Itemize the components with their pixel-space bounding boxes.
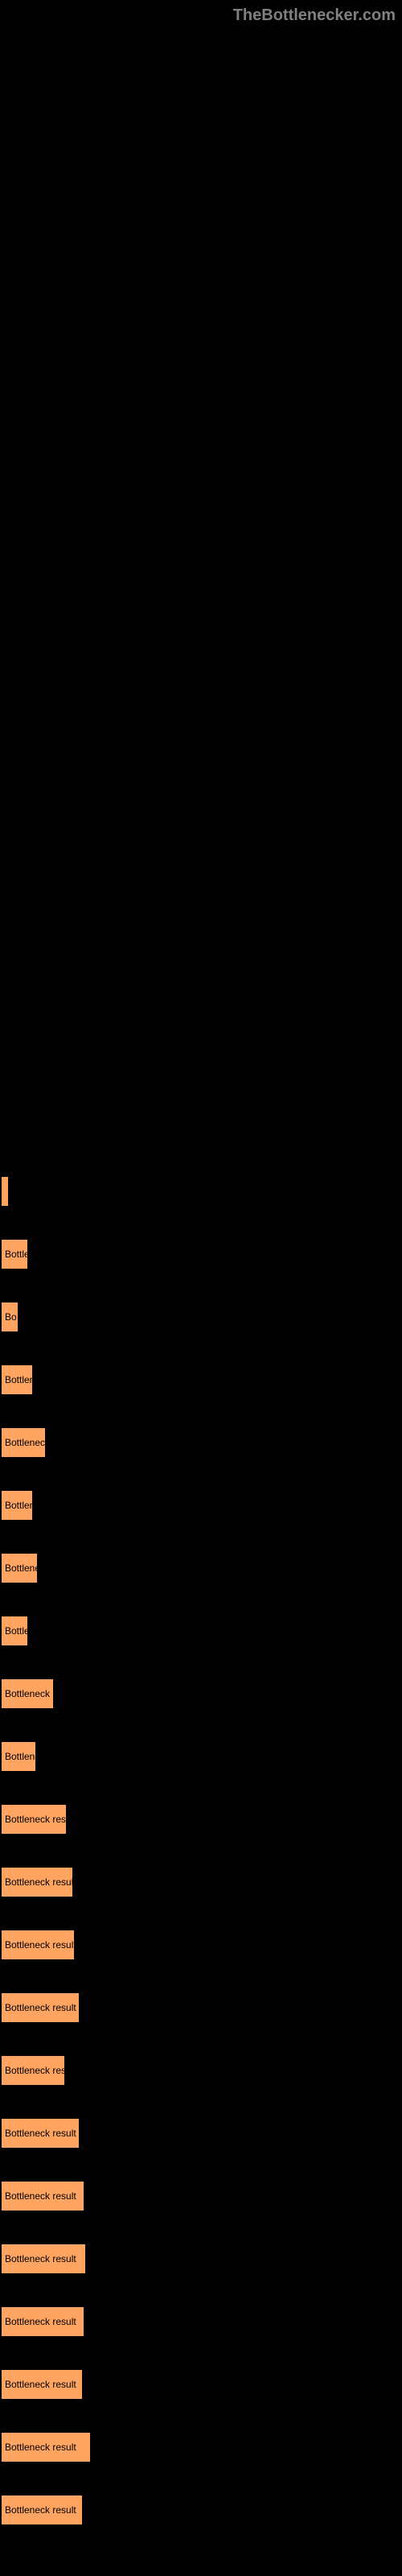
chart-bar: Bottleneck resu bbox=[0, 1803, 68, 1835]
chart-bar: Bottle bbox=[0, 1615, 29, 1647]
bar-row: Bottlene bbox=[0, 1364, 402, 1396]
bar-row: Bo bbox=[0, 1301, 402, 1333]
chart-bar: Bottleneck result bbox=[0, 1866, 74, 1898]
bar-row: Bottle bbox=[0, 1615, 402, 1647]
bar-row: Bottle bbox=[0, 1238, 402, 1270]
chart-bar: Bottle bbox=[0, 1238, 29, 1270]
bar-row: Bottleneck result bbox=[0, 2368, 402, 2401]
bar-row: Bottleneck result bbox=[0, 2243, 402, 2275]
chart-bar: Bottleneck result bbox=[0, 1992, 80, 2024]
chart-bar: Bottleneck result bbox=[0, 2306, 85, 2338]
chart-bar: Bottleneck bbox=[0, 1426, 47, 1459]
chart-bar bbox=[0, 1175, 10, 1208]
bar-row: Bottleneck r bbox=[0, 1678, 402, 1710]
chart-bar: Bottleneck result bbox=[0, 2243, 87, 2275]
bar-row: Bottleneck result bbox=[0, 1866, 402, 1898]
bar-row bbox=[0, 1175, 402, 1208]
chart-bar: Bottleneck r bbox=[0, 1678, 55, 1710]
chart-bar: Bottlene bbox=[0, 1364, 34, 1396]
bar-row: Bottleneck result bbox=[0, 2431, 402, 2463]
bar-row: Bottleneck result bbox=[0, 2494, 402, 2526]
bar-row: Bottleneck result bbox=[0, 2306, 402, 2338]
bar-row: Bottlenec bbox=[0, 1552, 402, 1584]
chart-bar: Bottlene bbox=[0, 1740, 37, 1773]
chart-bar: Bottleneck result bbox=[0, 2368, 84, 2401]
bar-chart-container: Bottle Bo Bottlene Bottleneck Bottlene Bottle… bbox=[0, 1175, 402, 2557]
bar-row: Bottleneck resu bbox=[0, 1803, 402, 1835]
bar-row: Bottleneck result bbox=[0, 1992, 402, 2024]
bar-row: Bottleneck result bbox=[0, 1929, 402, 1961]
watermark-text: TheBottlenecker.com bbox=[233, 6, 396, 25]
chart-bar: Bottleneck result bbox=[0, 2494, 84, 2526]
bar-row: Bottlene bbox=[0, 1489, 402, 1521]
chart-bar: Bottleneck result bbox=[0, 2117, 80, 2149]
bar-row: Bottlene bbox=[0, 1740, 402, 1773]
bar-row: Bottleneck res bbox=[0, 2054, 402, 2087]
chart-bar: Bottlene bbox=[0, 1489, 34, 1521]
bar-row: Bottleneck bbox=[0, 1426, 402, 1459]
chart-bar: Bottleneck res bbox=[0, 2054, 66, 2087]
chart-bar: Bottleneck result bbox=[0, 2431, 92, 2463]
chart-bar: Bottlenec bbox=[0, 1552, 39, 1584]
chart-bar: Bottleneck result bbox=[0, 2180, 85, 2212]
chart-bar: Bo bbox=[0, 1301, 19, 1333]
bar-row: Bottleneck result bbox=[0, 2180, 402, 2212]
bar-row: Bottleneck result bbox=[0, 2117, 402, 2149]
chart-bar: Bottleneck result bbox=[0, 1929, 76, 1961]
